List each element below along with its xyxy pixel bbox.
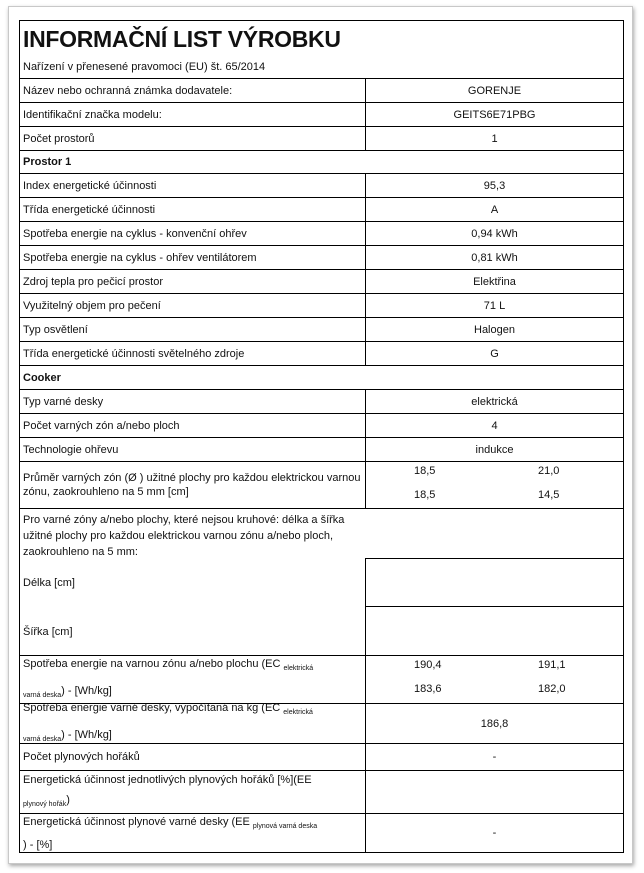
oven-row-label: Zdroj tepla pro pečicí prostor [19, 269, 366, 293]
oven-row-label: Index energetické účinnosti [19, 173, 366, 197]
noncircular-empty [365, 508, 624, 558]
label-text: Spotřeba energie na varnou zónu a/nebo p… [23, 657, 284, 670]
oven-row-label: Využitelný objem pro pečení [19, 293, 366, 317]
cooker-row-label: Technologie ohřevu [19, 437, 366, 461]
oven-row-label: Třída energetické účinnosti světelného z… [19, 341, 366, 365]
width-label: Šířka [cm] [23, 626, 73, 638]
cooker-row-value: 4 [365, 413, 624, 437]
section-heading: Prostor 1 [19, 150, 624, 173]
label-text: ) - [Wh/kg] [61, 728, 112, 741]
cooker-row-value: elektrická [365, 389, 624, 413]
ee-burner-value [365, 770, 624, 813]
gas-burners-value: - [365, 743, 624, 770]
ec-zone-value: 182,0 [538, 683, 566, 695]
row-value: GEITS6E71PBG [365, 102, 624, 126]
noncircular-cell: Pro varné zóny a/nebo plochy, které nejs… [19, 508, 366, 655]
page [8, 6, 633, 864]
oven-row-value: 71 L [365, 293, 624, 317]
section-heading: Cooker [19, 365, 624, 389]
subscript: plynová varná deska [252, 822, 318, 830]
diameter-value: 18,5 [414, 489, 436, 501]
oven-row-value: Elektřina [365, 269, 624, 293]
ec-zone-label: Spotřeba energie na varnou zónu a/nebo p… [19, 655, 366, 703]
length-label: Délka [cm] [23, 577, 75, 589]
oven-row-label: Spotřeba energie na cyklus - konvenční o… [19, 221, 366, 245]
subscript: varná deska [23, 735, 62, 743]
ec-zone-value: 190,4 [414, 659, 442, 671]
ec-zone-value: 183,6 [414, 683, 442, 695]
oven-row-label: Spotřeba energie na cyklus - ohřev venti… [19, 245, 366, 269]
row-value: 1 [365, 126, 624, 150]
oven-row-value: A [365, 197, 624, 221]
width-value [365, 606, 624, 655]
oven-row-label: Třída energetické účinnosti [19, 197, 366, 221]
subscript: elektrická [283, 664, 314, 672]
diameter-values [365, 461, 624, 508]
ec-zone-value: 191,1 [538, 659, 566, 671]
row-label: Název nebo ochranná známka dodavatele: [19, 78, 366, 102]
ee-burner-label: Energetická účinnost jednotlivých plynov… [19, 770, 366, 813]
ee-hob-label: Energetická účinnost plynové varné desky… [19, 813, 366, 853]
subscript: elektrická [283, 708, 313, 716]
diameter-label: Průměr varných zón (Ø ) užitné plochy pr… [19, 461, 366, 508]
row-label: Počet prostorů [19, 126, 366, 150]
ec-hob-label: Spotřeba energie varné desky, vypočítaná… [19, 701, 366, 743]
label-text: ) - [%] [23, 838, 53, 851]
subscript: varná deska [23, 691, 62, 699]
cooker-row-label: Typ varné desky [19, 389, 366, 413]
oven-row-value: G [365, 341, 624, 365]
cooker-row-value: indukce [365, 437, 624, 461]
subscript: plynový hořák [23, 800, 67, 808]
diameter-value: 14,5 [538, 489, 560, 501]
row-value: GORENJE [365, 78, 624, 102]
oven-row-label: Typ osvětlení [19, 317, 366, 341]
label-text: Energetická účinnost plynové varné desky… [23, 815, 253, 828]
page-title: INFORMAČNÍ LIST VÝROBKU [19, 20, 624, 56]
ec-hob-value: 186,8 [365, 703, 624, 743]
length-value [365, 558, 624, 606]
label-text: Spotřeba energie varné desky, vypočítaná… [23, 701, 284, 714]
oven-row-value: 95,3 [365, 173, 624, 197]
ec-zone-values [365, 655, 624, 703]
noncircular-label: Pro varné zóny a/nebo plochy, které nejs… [23, 514, 345, 558]
regulation: Nařízení v přenesené pravomoci (EU) št. … [19, 56, 624, 78]
oven-row-value: Halogen [365, 317, 624, 341]
oven-row-value: 0,81 kWh [365, 245, 624, 269]
row-label: Identifikační značka modelu: [19, 102, 366, 126]
oven-row-value: 0,94 kWh [365, 221, 624, 245]
gas-burners-label: Počet plynových hořáků [19, 743, 366, 770]
ee-hob-value: - [365, 813, 624, 853]
diameter-value: 21,0 [538, 465, 560, 477]
cooker-row-label: Počet varných zón a/nebo ploch [19, 413, 366, 437]
diameter-value: 18,5 [414, 465, 436, 477]
label-text: ) - [Wh/kg] [61, 684, 112, 697]
label-text: ) [66, 793, 70, 806]
label-text: Energetická účinnost jednotlivých plynov… [23, 773, 312, 786]
